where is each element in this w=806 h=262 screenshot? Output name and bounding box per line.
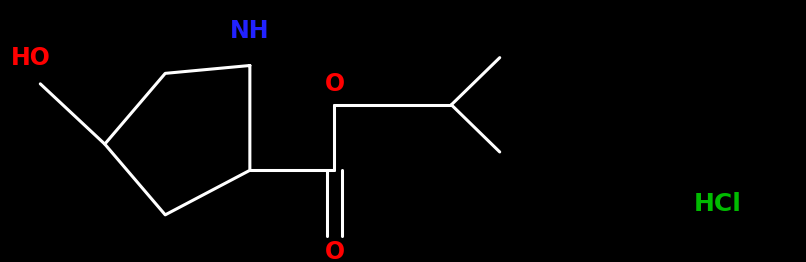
- Text: HO: HO: [10, 46, 51, 70]
- Text: HCl: HCl: [693, 192, 742, 216]
- Text: O: O: [325, 239, 344, 262]
- Text: NH: NH: [230, 19, 270, 43]
- Text: O: O: [325, 72, 344, 96]
